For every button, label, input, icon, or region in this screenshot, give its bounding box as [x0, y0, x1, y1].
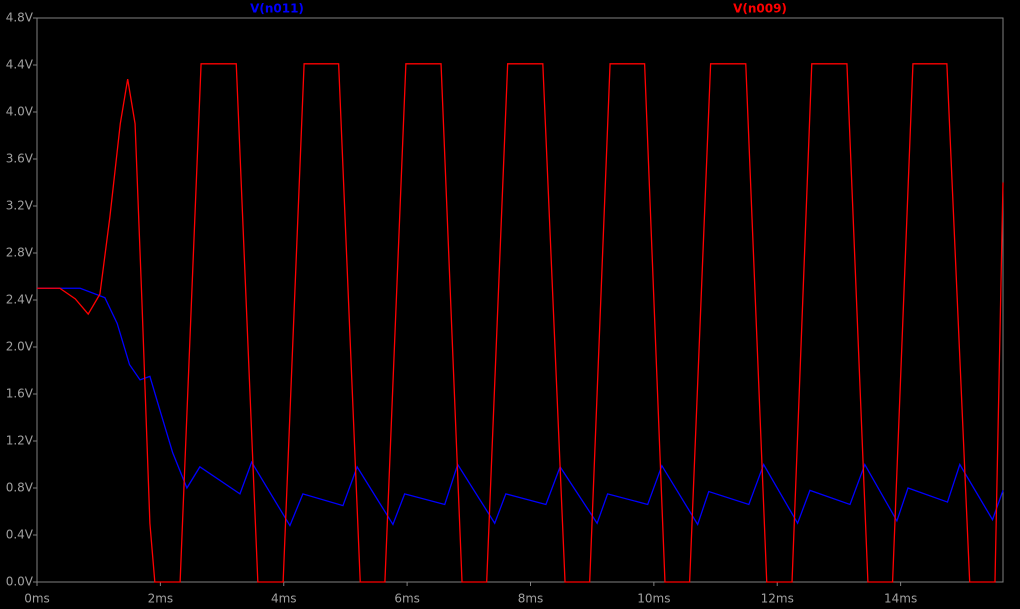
legend-entry: V(n009) — [733, 2, 787, 16]
y-tick-label: 4.0V — [6, 105, 34, 119]
x-tick-label: 0ms — [24, 592, 50, 606]
trace — [37, 63, 1004, 583]
y-tick-label: 0.8V — [6, 481, 34, 495]
y-tick-label: 1.6V — [6, 387, 34, 401]
y-tick-label: 4.4V — [6, 58, 34, 72]
y-tick-label: 0.4V — [6, 528, 34, 542]
x-tick-label: 14ms — [884, 592, 917, 606]
y-tick-label: 3.2V — [6, 199, 34, 213]
x-tick-label: 4ms — [271, 592, 297, 606]
x-tick-label: 8ms — [518, 592, 544, 606]
y-tick-label: 2.4V — [6, 293, 34, 307]
y-tick-label: 1.2V — [6, 434, 34, 448]
y-tick-label: 3.6V — [6, 152, 34, 166]
x-tick-label: 6ms — [394, 592, 420, 606]
y-tick-label: 4.8V — [6, 11, 34, 25]
x-tick-label: 2ms — [148, 592, 174, 606]
y-tick-label: 2.0V — [6, 340, 34, 354]
y-tick-label: 2.8V — [6, 246, 34, 260]
legend-entry: V(n011) — [250, 2, 304, 16]
trace — [37, 287, 1004, 528]
y-tick-label: 0.0V — [6, 575, 34, 589]
x-tick-label: 10ms — [637, 592, 670, 606]
x-tick-label: 12ms — [761, 592, 794, 606]
